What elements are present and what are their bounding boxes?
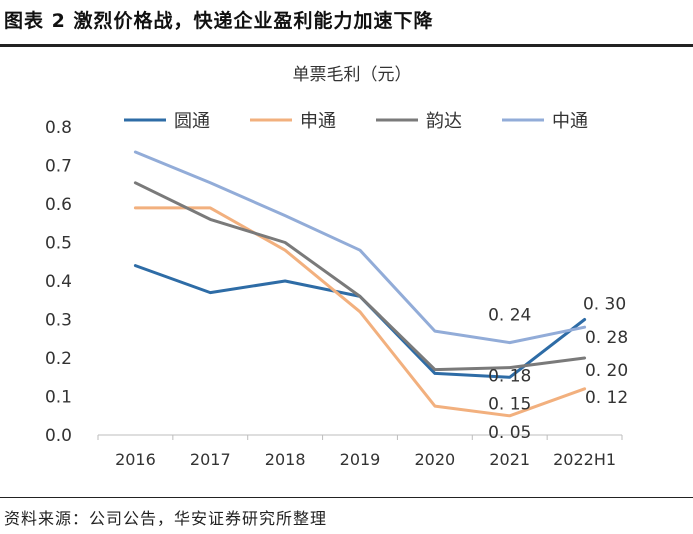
y-tick-label: 0.5	[45, 234, 72, 254]
legend-label: 中通	[552, 111, 588, 132]
x-tick-label: 2016	[115, 450, 156, 469]
data-label: 0. 15	[488, 394, 531, 414]
top-rule	[0, 44, 693, 47]
x-axis: 2016 2017 2018 2019 2020 2021 2022H1	[97, 434, 623, 469]
source-note: 资料来源：公司公告，华安证券研究所整理	[4, 509, 328, 528]
y-tick-label: 0.4	[45, 272, 72, 292]
y-tick-label: 0.3	[45, 311, 72, 331]
y-tick-label: 0.7	[45, 157, 72, 177]
data-label: 0. 05	[488, 423, 531, 443]
y-tick-label: 0.2	[45, 349, 72, 369]
x-tick-label: 2020	[414, 450, 455, 469]
bottom-rule	[0, 497, 693, 498]
data-label: 0. 24	[488, 306, 531, 326]
data-label: 0. 12	[585, 388, 628, 408]
y-tick-label: 0.6	[45, 195, 72, 215]
x-tick-label: 2017	[190, 450, 231, 469]
legend: 圆通 申通 韵达 中通	[124, 111, 588, 132]
x-tick-label: 2019	[340, 450, 381, 469]
x-tick-label: 2022H1	[553, 450, 616, 469]
y-tick-label: 0.1	[45, 388, 72, 408]
y-tick-label: 0.0	[45, 426, 72, 446]
series-line	[133, 150, 587, 345]
legend-label: 圆通	[174, 111, 210, 132]
legend-label: 韵达	[426, 111, 462, 132]
data-label: 0. 28	[585, 328, 628, 348]
chart-title: 单票毛利（元）	[293, 65, 412, 85]
y-axis: 0.0 0.1 0.2 0.3 0.4 0.5 0.6 0.7 0.8	[45, 118, 72, 446]
y-tick-label: 0.8	[45, 118, 72, 138]
x-tick-label: 2018	[265, 450, 306, 469]
data-label: 0. 18	[488, 367, 531, 387]
legend-label: 申通	[300, 111, 336, 132]
data-label: 0. 30	[583, 295, 626, 315]
data-label: 0. 20	[585, 361, 628, 381]
series-line	[133, 181, 587, 372]
series-lines	[133, 150, 587, 418]
x-tick-label: 2021	[489, 450, 530, 469]
line-chart: 单票毛利（元） 圆通 申通 韵达 中通 0.00.10.20.30.40.50.60.…	[45, 65, 628, 469]
data-labels: 0. 24 0. 18 0. 15 0. 05 0. 30 0. 28 0. 20 0. 12	[488, 295, 628, 443]
figure-title: 图表 2 激烈价格战，快递企业盈利能力加速下降	[4, 10, 434, 32]
series-line	[133, 206, 587, 418]
